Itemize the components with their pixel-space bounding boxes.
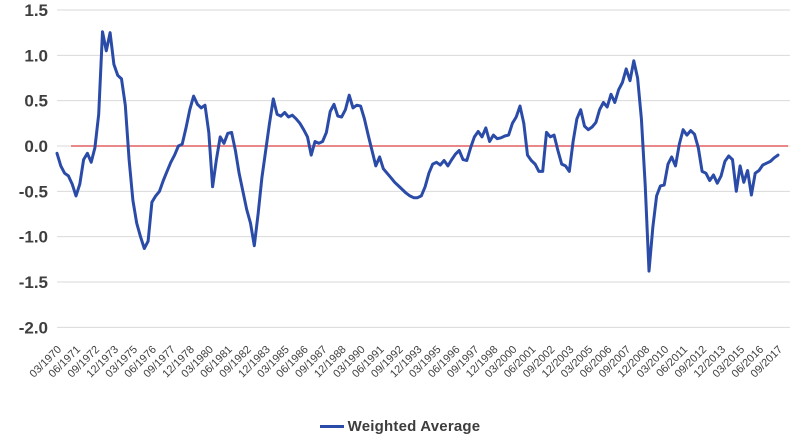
- y-axis-tick-label: -1.0: [19, 228, 48, 247]
- y-axis-tick-label: -2.0: [19, 318, 48, 337]
- y-axis-tick-label: -1.5: [19, 273, 48, 292]
- y-axis-tick-label: 1.5: [24, 1, 48, 20]
- legend[interactable]: Weighted Average: [0, 418, 800, 435]
- legend-line-swatch: [319, 425, 344, 428]
- legend-label: Weighted Average: [347, 418, 481, 435]
- y-axis-tick-label: 1.0: [24, 46, 48, 65]
- chart-plot-area: 1.51.00.50.0-0.5-1.0-1.5-2.003/197006/19…: [19, 1, 790, 380]
- y-axis-tick-label: 0.0: [24, 137, 48, 156]
- weighted-average-line: [55, 30, 780, 273]
- y-axis-tick-label: -0.5: [19, 182, 48, 201]
- y-axis-tick-label: 0.5: [24, 92, 48, 111]
